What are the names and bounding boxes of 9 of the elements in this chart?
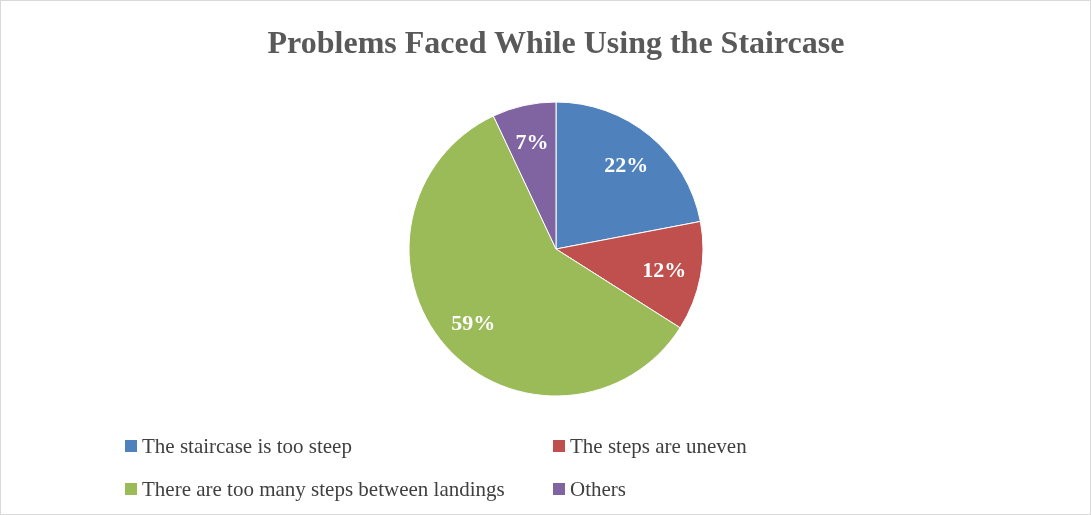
legend-label: Others [570,477,626,502]
legend-label: The staircase is too steep [142,434,352,459]
legend-label: There are too many steps between landings [142,477,505,502]
data-label: 22% [604,151,649,177]
data-label: 59% [451,309,496,335]
data-label: 12% [642,257,687,283]
chart-title: Problems Faced While Using the Staircase [267,24,845,60]
data-label: 7% [515,129,549,155]
legend-label: The steps are uneven [570,434,748,459]
